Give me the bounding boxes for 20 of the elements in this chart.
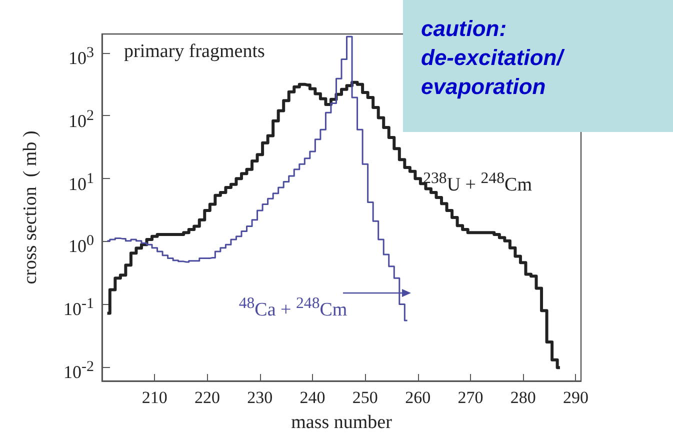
x-tick-label: 210	[142, 388, 168, 407]
y-tick-label: 10$^{3}$	[68, 44, 94, 69]
y-tick-label: 10$^{-2}$	[64, 358, 94, 384]
x-tick-label: 280	[510, 388, 536, 407]
x-tick-label: 250	[352, 388, 378, 407]
x-tick-label: 240	[300, 388, 326, 407]
y-tick-label: 10$^{-1}$	[64, 295, 94, 320]
x-tick-label: 270	[458, 388, 484, 407]
x-axis-title: mass number	[291, 412, 393, 433]
y-tick-label: 10$^{0}$	[68, 232, 94, 258]
x-tick-label: 260	[405, 388, 431, 407]
series-label: $^{238}$U + $^{248}$Cm	[423, 168, 532, 197]
text: $^{48}$Ca + $^{248}$Cm	[238, 294, 348, 323]
annotation: primary fragments	[124, 41, 265, 62]
x-tick-label: 290	[562, 388, 588, 407]
x-tick-label: 230	[247, 388, 273, 407]
y-tick-label: 10$^{2}$	[68, 106, 94, 132]
x-tick-label: 220	[194, 388, 220, 407]
y-axis-title: cross section ( mb )	[20, 130, 41, 284]
y-tick-label: 10$^{1}$	[68, 170, 94, 195]
